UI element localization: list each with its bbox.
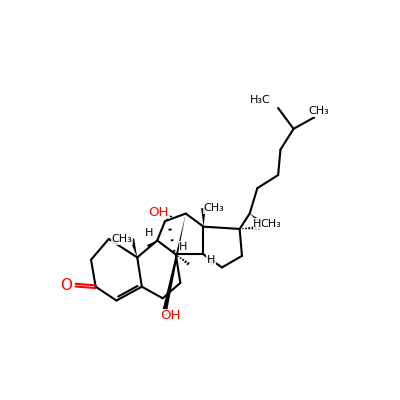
Polygon shape [130,238,137,258]
Polygon shape [147,240,157,248]
Text: CH₃: CH₃ [308,106,329,116]
Polygon shape [163,214,186,310]
Text: H: H [207,255,215,265]
Text: CH₃: CH₃ [204,203,225,213]
Text: H: H [179,242,188,252]
Text: CH₃: CH₃ [112,234,132,244]
Polygon shape [250,214,264,225]
Text: H: H [253,218,262,228]
Text: CH₃: CH₃ [260,218,281,228]
Polygon shape [201,208,206,227]
Text: OH: OH [149,206,169,218]
Text: H: H [145,228,154,238]
Text: OH: OH [160,310,180,322]
Text: H₃C: H₃C [250,95,271,105]
Text: O: O [60,278,72,293]
